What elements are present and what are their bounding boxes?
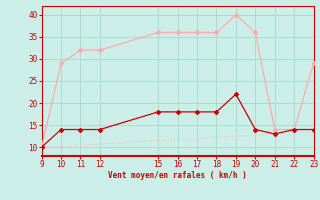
X-axis label: Vent moyen/en rafales ( km/h ): Vent moyen/en rafales ( km/h ) xyxy=(108,171,247,180)
